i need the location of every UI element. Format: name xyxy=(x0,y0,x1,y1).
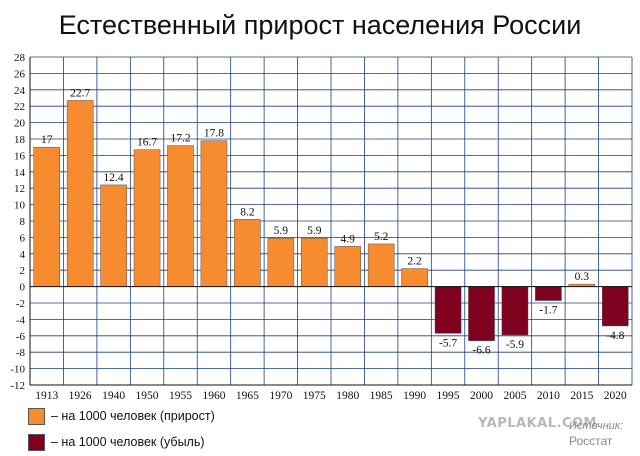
y-tick-label: 14 xyxy=(14,167,26,179)
bar xyxy=(33,146,61,287)
data-label: 5.2 xyxy=(374,231,389,243)
y-tick-label: 18 xyxy=(14,134,26,146)
bar xyxy=(133,149,161,287)
legend-item-growth: – на 1000 человек (прирост) xyxy=(28,405,215,427)
y-tick-label: 20 xyxy=(14,118,26,130)
y-tick-label: 28 xyxy=(14,52,26,64)
data-label: 17.2 xyxy=(170,133,190,145)
bar xyxy=(66,100,94,287)
x-tick-label: 1913 xyxy=(35,390,58,402)
source-name: Росстат xyxy=(569,434,613,448)
chart-title: Естественный прирост населения России xyxy=(58,10,582,40)
x-tick-label: 1950 xyxy=(136,390,159,402)
y-tick-label: 8 xyxy=(20,216,26,228)
bar xyxy=(434,286,462,334)
bar xyxy=(234,219,261,287)
data-label: -5.7 xyxy=(439,337,457,349)
x-tick-label: 1970 xyxy=(269,390,292,402)
data-label: 17 xyxy=(41,134,53,146)
bar xyxy=(535,286,562,301)
bar xyxy=(501,286,529,336)
x-tick-label: 2010 xyxy=(537,390,560,402)
data-label: 0.3 xyxy=(575,271,590,283)
legend-swatch-decline xyxy=(28,433,45,451)
y-tick-label: -4 xyxy=(16,314,26,326)
y-tick-label: 12 xyxy=(14,183,25,195)
x-tick-label: 1995 xyxy=(437,390,460,402)
x-tick-label: 2000 xyxy=(470,390,493,402)
data-label: -4.8 xyxy=(606,330,624,342)
y-tick-label: -10 xyxy=(10,364,25,376)
bar xyxy=(200,140,228,287)
x-tick-label: 1980 xyxy=(336,390,359,402)
x-tick-label: 1940 xyxy=(102,390,125,402)
y-tick-label: 0 xyxy=(20,282,26,294)
x-tick-label: 1960 xyxy=(202,390,225,402)
data-label: 8.2 xyxy=(240,206,255,218)
data-label: 2.2 xyxy=(407,256,422,268)
legend-label-decline: – на 1000 человек (убыль) xyxy=(51,435,205,449)
y-tick-label: 2 xyxy=(20,265,26,277)
x-tick-label: 2020 xyxy=(604,390,627,402)
data-label: 4.9 xyxy=(341,233,356,245)
x-tick-label: 1955 xyxy=(169,390,192,402)
x-tick-label: 2015 xyxy=(570,390,593,402)
y-tick-label: -12 xyxy=(10,380,25,392)
y-tick-label: 6 xyxy=(20,232,26,244)
bar xyxy=(334,246,362,287)
x-tick-label: 1975 xyxy=(303,390,326,402)
bar xyxy=(601,286,629,327)
y-tick-label: 4 xyxy=(20,249,26,261)
bar xyxy=(267,237,295,287)
data-label: 5.9 xyxy=(274,225,289,237)
data-label: 17.8 xyxy=(204,128,224,140)
data-label: 5.9 xyxy=(307,225,322,237)
y-tick-label: 16 xyxy=(14,150,26,162)
legend-label-growth: – на 1000 человек (прирост) xyxy=(51,409,215,423)
data-label: 16.7 xyxy=(137,137,157,149)
bar xyxy=(100,184,127,287)
bar xyxy=(300,237,328,287)
x-tick-label: 2005 xyxy=(503,390,526,402)
x-tick-label: 1965 xyxy=(236,390,259,402)
data-label: 12.4 xyxy=(104,172,124,184)
data-label: -6.6 xyxy=(472,345,490,357)
x-tick-label: 1926 xyxy=(69,390,92,402)
y-tick-label: -8 xyxy=(16,347,26,359)
bar xyxy=(167,145,194,287)
source-label: Источник: xyxy=(569,420,624,432)
y-tick-label: 24 xyxy=(14,85,26,97)
legend-swatch-growth xyxy=(28,407,45,425)
data-label: 22.7 xyxy=(70,87,90,99)
y-tick-label: -6 xyxy=(16,331,26,343)
bar xyxy=(401,268,428,287)
bar xyxy=(468,286,495,341)
legend-item-decline: – на 1000 человек (убыль) xyxy=(28,431,205,453)
x-tick-label: 1985 xyxy=(370,390,393,402)
data-label: -1.7 xyxy=(539,305,557,317)
y-tick-label: 22 xyxy=(14,101,25,113)
y-tick-label: -2 xyxy=(16,298,25,310)
bar xyxy=(367,243,395,287)
x-tick-label: 1990 xyxy=(403,390,426,402)
watermark: YAPLAKAL.COM xyxy=(478,416,597,431)
y-tick-label: 26 xyxy=(14,68,26,80)
data-label: -5.9 xyxy=(506,339,524,351)
y-tick-label: 10 xyxy=(14,200,26,212)
